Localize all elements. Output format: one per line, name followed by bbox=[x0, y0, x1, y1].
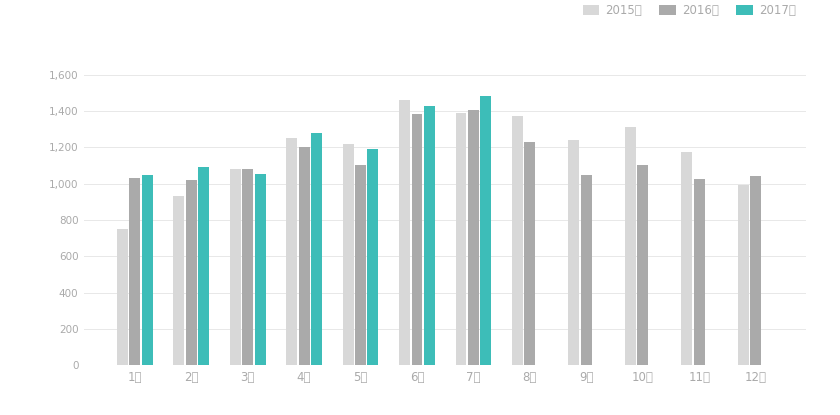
Bar bbox=[512, 117, 523, 365]
Bar bbox=[311, 133, 322, 365]
Bar bbox=[186, 180, 197, 365]
Bar bbox=[367, 149, 378, 365]
Bar bbox=[229, 169, 241, 365]
Bar bbox=[424, 105, 435, 365]
Bar bbox=[694, 179, 705, 365]
Bar bbox=[625, 127, 636, 365]
Bar bbox=[569, 140, 580, 365]
Bar bbox=[480, 96, 491, 365]
Bar bbox=[412, 114, 423, 365]
Bar bbox=[298, 147, 309, 365]
Bar bbox=[738, 186, 748, 365]
Bar bbox=[129, 178, 140, 365]
Bar bbox=[117, 229, 128, 365]
Bar bbox=[524, 142, 535, 365]
Bar bbox=[468, 110, 479, 365]
Bar bbox=[286, 138, 297, 365]
Bar bbox=[581, 175, 592, 365]
Bar bbox=[638, 165, 648, 365]
Bar bbox=[173, 196, 184, 365]
Bar bbox=[355, 166, 366, 365]
Bar bbox=[399, 100, 410, 365]
Bar bbox=[255, 173, 265, 365]
Bar bbox=[343, 144, 354, 365]
Bar bbox=[750, 176, 761, 365]
Bar bbox=[142, 175, 153, 365]
Bar bbox=[681, 152, 692, 365]
Bar bbox=[242, 169, 253, 365]
Bar bbox=[455, 113, 466, 365]
Bar bbox=[198, 167, 209, 365]
Legend: 2015年, 2016年, 2017年: 2015年, 2016年, 2017年 bbox=[578, 0, 801, 22]
